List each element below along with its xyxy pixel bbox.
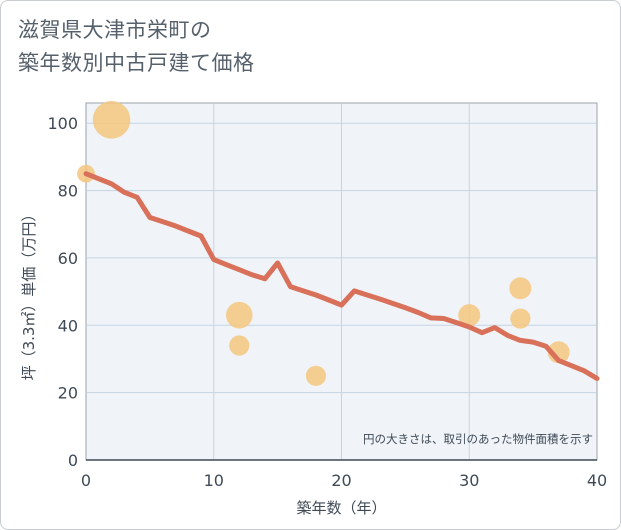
bubble-size-note: 円の大きさは、取引のあった物件面積を示す — [363, 432, 593, 446]
x-axis-ticks: 0 10 20 30 40 — [81, 471, 607, 490]
transaction-bubble — [509, 277, 532, 300]
y-tick-label: 60 — [58, 249, 78, 268]
y-tick-label: 40 — [58, 316, 78, 335]
x-tick-label: 20 — [331, 471, 351, 490]
y-tick-label: 100 — [47, 114, 78, 133]
price-trend-line — [83, 171, 600, 381]
transaction-bubble — [458, 304, 481, 327]
transaction-bubble — [92, 101, 131, 139]
y-tick-label: 0 — [68, 451, 78, 470]
x-axis-label: 築年数（年） — [296, 499, 386, 517]
x-tick-label: 30 — [459, 471, 479, 490]
transaction-bubble — [229, 335, 250, 356]
y-tick-label: 80 — [58, 182, 78, 201]
y-tick-label: 20 — [58, 384, 78, 403]
transaction-bubble — [305, 365, 327, 386]
x-tick-label: 10 — [204, 471, 224, 490]
chart-title: 滋賀県大津市栄町の 築年数別中古戸建て価格 — [18, 14, 255, 80]
y-axis-label: 坪（3.3㎡）単価（万円） — [20, 207, 38, 381]
chart-title-line2: 築年数別中古戸建て価格 — [18, 51, 255, 75]
y-axis-ticks: 0 20 40 60 80 100 — [47, 114, 78, 470]
transaction-bubble — [510, 308, 531, 329]
chart-title-line1: 滋賀県大津市栄町の — [18, 18, 212, 42]
transaction-bubble — [226, 301, 253, 329]
x-tick-label: 0 — [81, 471, 91, 490]
x-tick-label: 40 — [587, 471, 607, 490]
grid-lines — [86, 103, 597, 460]
